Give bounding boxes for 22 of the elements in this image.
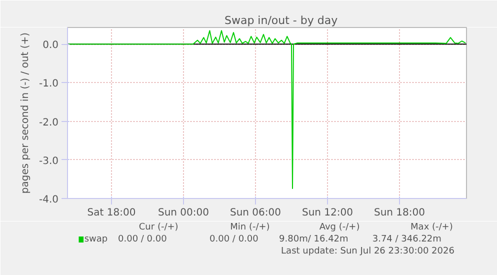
text: 3.74 / 346.22m	[372, 234, 442, 244]
text: Cur (-/+)	[138, 222, 178, 232]
x-tick-label: Sun 12:00	[302, 208, 354, 218]
text: Avg (-/+)	[319, 222, 360, 232]
chart-title: Swap in/out - by day	[224, 14, 338, 27]
x-tick-label: Sun 00:00	[158, 208, 210, 218]
y-tick-label: -4.0	[38, 194, 59, 206]
text: 9.80m/ 16.42m	[279, 234, 348, 244]
text: 0.00 / 0.00	[210, 234, 259, 244]
x-tick-label: Sun 18:00	[374, 208, 426, 218]
legend-label: swap	[84, 234, 108, 244]
y-tick-label: -2.0	[38, 117, 59, 128]
y-tick-label: 0.0	[42, 40, 59, 52]
x-tick-label: Sat 18:00	[87, 208, 136, 218]
text: Max (-/+)	[410, 222, 453, 232]
text: 0.00 / 0.00	[118, 234, 168, 244]
y-tick-label: -1.0	[38, 78, 59, 90]
text: Last update: Sun Jul 26 23:30:00 2026	[281, 246, 455, 256]
y-tick-label: -3.0	[38, 156, 59, 167]
y-axis-title: pages per second in (-) / out (+)	[20, 32, 31, 194]
text: Min (-/+)	[230, 222, 270, 232]
x-tick-label: Sun 06:00	[230, 208, 282, 218]
